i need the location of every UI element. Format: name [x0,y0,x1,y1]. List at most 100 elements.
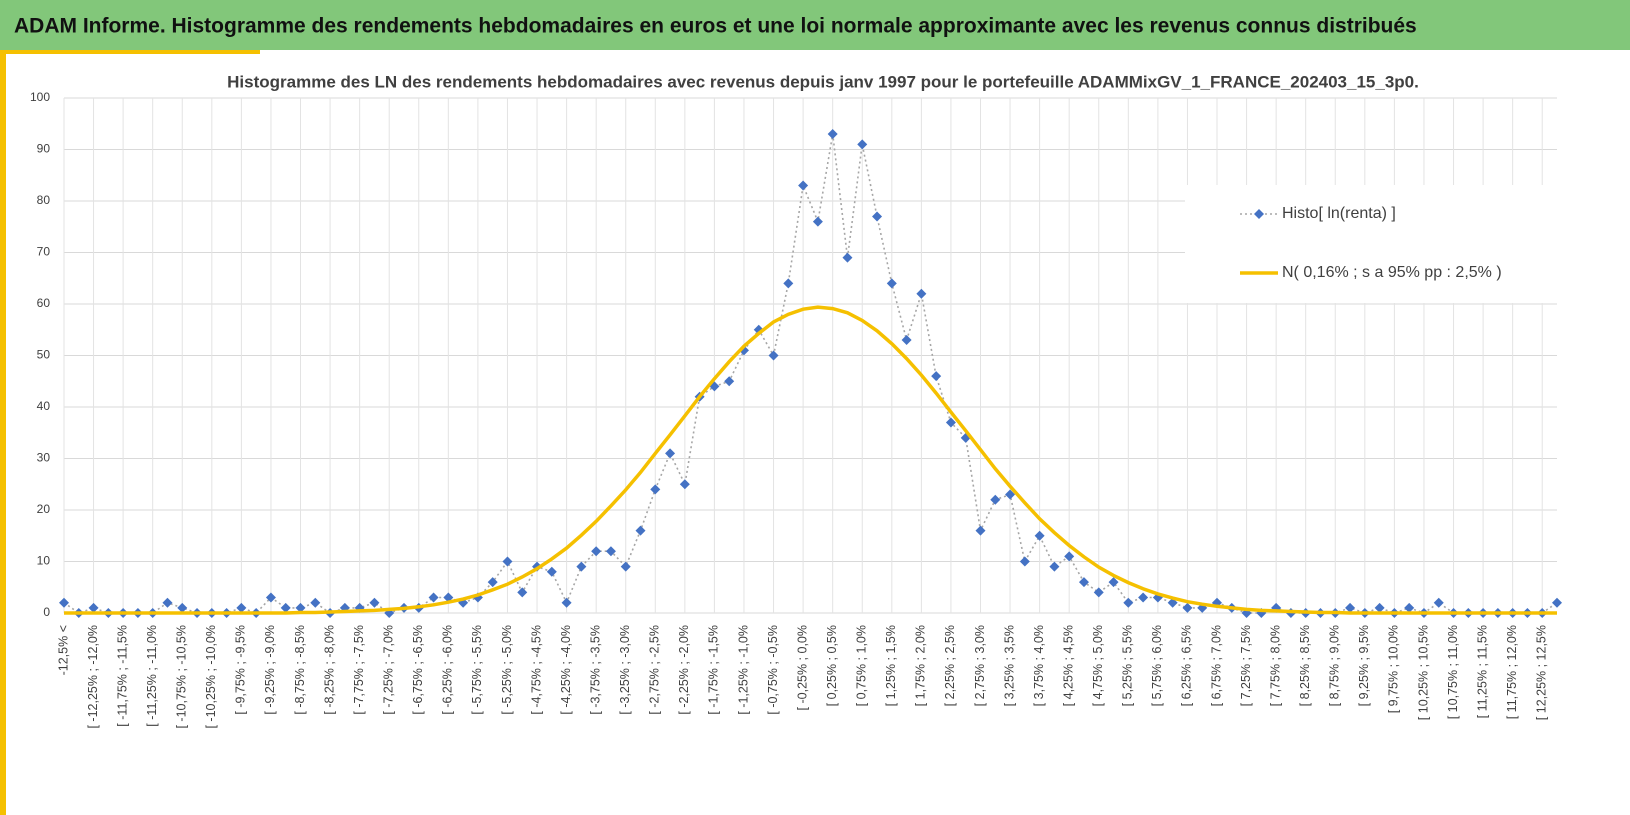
x-tick-label: [ -3,25% ; -3,0% [618,625,632,715]
marker [916,288,927,299]
marker [635,525,646,536]
marker [931,371,942,382]
marker [857,139,868,150]
marker [369,597,380,608]
x-tick-label: [ 3,75% ; 4,0% [1032,625,1046,706]
marker [310,597,321,608]
x-tick-label: [ 12,25% ; 12,5% [1535,625,1549,720]
marker [901,335,912,346]
header-bar [0,0,1630,50]
marker [1005,489,1016,500]
marker [620,561,631,572]
x-tick-label: [ -2,75% ; -2,5% [648,625,662,715]
marker [724,376,735,387]
x-tick-label: [ -1,75% ; -1,5% [707,625,721,715]
marker [1034,530,1045,541]
x-tick-label: [ 9,75% ; 10,0% [1387,625,1401,713]
legend-label: Histo[ ln(renta) ] [1282,205,1396,222]
x-tick-label: [ -8,75% ; -8,5% [293,625,307,715]
marker [561,597,572,608]
marker [1182,602,1193,613]
marker [88,602,99,613]
marker [812,216,823,227]
x-tick-label: [ 2,75% ; 3,0% [973,625,987,706]
marker [1078,577,1089,588]
x-tick-label: [ 4,75% ; 5,0% [1091,625,1105,706]
x-tick-label: [ -5,25% ; -5,0% [500,625,514,715]
y-tick-label: 90 [37,142,51,156]
marker [886,278,897,289]
x-tick-label: [ -10,75% ; -10,5% [175,625,189,729]
marker [768,350,779,361]
x-tick-label: [ 2,25% ; 2,5% [943,625,957,706]
x-tick-label: [ -8,25% ; -8,0% [322,625,336,715]
x-tick-label: [ 7,25% ; 7,5% [1239,625,1253,706]
marker [546,566,557,577]
marker [1049,561,1060,572]
x-tick-label: [ 9,25% ; 9,5% [1357,625,1371,706]
marker [990,494,1001,505]
x-tick-label: [ 7,75% ; 8,0% [1268,625,1282,706]
marker [827,129,838,140]
x-tick-label: [ 8,25% ; 8,5% [1298,625,1312,706]
x-tick-label: [ 6,75% ; 7,0% [1209,625,1223,706]
y-tick-label: 60 [37,296,51,310]
x-tick-label: [ 0,25% ; 0,5% [825,625,839,706]
marker [177,602,188,613]
x-tick-label: [ -5,75% ; -5,5% [470,625,484,715]
x-tick-label: [ -3,75% ; -3,5% [588,625,602,715]
marker [1374,602,1385,613]
x-tick-label: [ -2,25% ; -2,0% [677,625,691,715]
x-tick-label: [ -9,25% ; -9,0% [263,625,277,715]
marker [1345,602,1356,613]
marker [1123,597,1134,608]
marker [591,546,602,557]
x-tick-label: [ -4,75% ; -4,5% [529,625,543,715]
y-tick-label: 80 [37,193,51,207]
x-tick-label: [ -6,75% ; -6,5% [411,625,425,715]
x-tick-label: [ 0,75% ; 1,0% [855,625,869,706]
legend-label: N( 0,16% ; s a 95% pp : 2,5% ) [1282,264,1502,281]
marker [842,252,853,263]
marker [945,417,956,428]
marker [502,556,513,567]
marker [487,577,498,588]
marker [1093,587,1104,598]
x-tick-label: [ -7,75% ; -7,5% [352,625,366,715]
marker [605,546,616,557]
y-tick-label: 100 [30,90,50,104]
y-tick-label: 70 [37,245,51,259]
series-line [64,305,1557,615]
y-tick-label: 50 [37,348,51,362]
x-tick-label: [ 6,25% ; 6,5% [1180,625,1194,706]
x-tick-label: [ -10,25% ; -10,0% [204,625,218,729]
x-tick-label: [ 11,25% ; 11,5% [1475,625,1489,718]
accent [0,50,6,815]
marker [798,180,809,191]
y-tick-label: 40 [37,399,51,413]
marker [783,278,794,289]
x-tick-label: [ -0,25% ; 0,0% [795,625,809,710]
marker [679,479,690,490]
marker [665,448,676,459]
marker [162,597,173,608]
marker [872,211,883,222]
x-tick-label: [ 1,75% ; 2,0% [914,625,928,706]
x-tick-label: [ 3,25% ; 3,5% [1002,625,1016,706]
x-tick-label: [ -1,25% ; -1,0% [736,625,750,715]
marker [295,602,306,613]
x-tick-label: [ -6,25% ; -6,0% [441,625,455,715]
x-tick-label: [ 5,25% ; 5,5% [1121,625,1135,706]
x-tick-label: [ -11,75% ; -11,5% [115,625,129,727]
x-tick-label: [ -12,25% ; -12,0% [86,625,100,729]
marker [975,525,986,536]
x-tick-label: [ 5,75% ; 6,0% [1150,625,1164,706]
marker [280,602,291,613]
marker [576,561,587,572]
marker [1404,602,1415,613]
x-tick-label: -12,5% < [56,625,70,675]
marker [236,602,247,613]
marker [59,597,69,608]
y-tick-label: 0 [43,605,50,619]
